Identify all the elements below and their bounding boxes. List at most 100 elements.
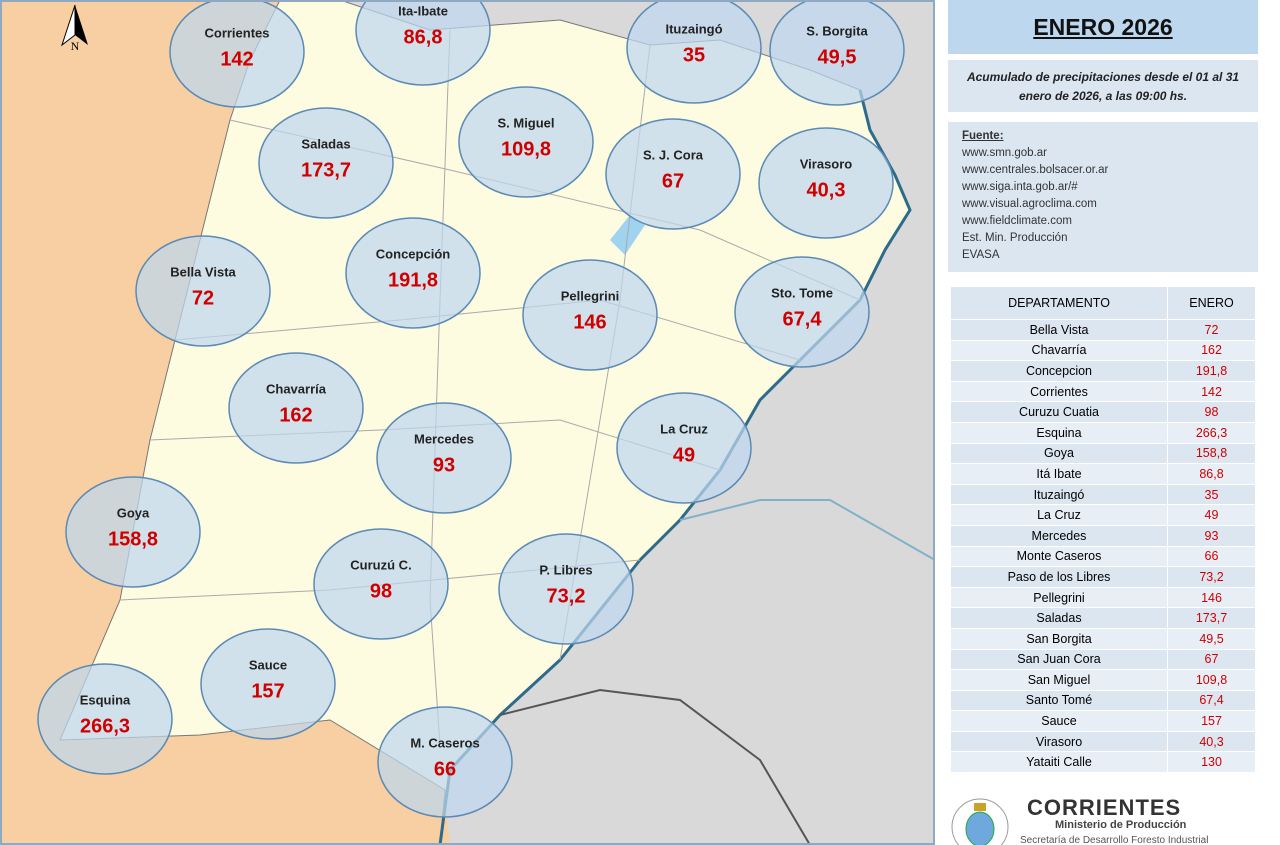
rainfall: 35 bbox=[1167, 483, 1256, 506]
table-row: Itá Ibate 86,8 bbox=[950, 463, 1256, 485]
station-value: 40,3 bbox=[807, 179, 846, 201]
station-name: Mercedes bbox=[414, 431, 474, 446]
department: Ituzaingó bbox=[950, 483, 1168, 506]
station-circle bbox=[498, 533, 634, 645]
source-item: EVASA bbox=[962, 249, 1000, 261]
station-name: Virasoro bbox=[800, 156, 853, 171]
rainfall: 109,8 bbox=[1167, 669, 1256, 691]
station-value: 66 bbox=[434, 758, 456, 780]
department: Saladas bbox=[950, 607, 1168, 629]
department: Mercedes bbox=[950, 524, 1168, 547]
station-circle bbox=[522, 259, 658, 371]
table-row: Bella Vista 72 bbox=[950, 319, 1256, 341]
compass-label: N bbox=[71, 39, 80, 53]
station-circle bbox=[258, 107, 394, 219]
compass bbox=[75, 5, 88, 45]
station-value: 67,4 bbox=[783, 308, 823, 330]
station-circle bbox=[458, 86, 594, 198]
source-item: www.siga.inta.gob.ar/# bbox=[962, 181, 1078, 193]
table-row: Esquina 266,3 bbox=[950, 421, 1256, 444]
table-row: Concepcion 191,8 bbox=[950, 360, 1256, 382]
station-value: 142 bbox=[220, 48, 253, 70]
table-row: Santo Tomé 67,4 bbox=[950, 689, 1256, 712]
river bbox=[438, 89, 912, 845]
rainfall: 162 bbox=[1167, 339, 1256, 362]
logo-subtitle: Ministerio de Producción bbox=[1055, 819, 1187, 831]
logo-title: CORRIENTES bbox=[1027, 795, 1182, 820]
table-row: San Miguel 109,8 bbox=[950, 669, 1256, 691]
table-row: Monte Caseros 66 bbox=[950, 545, 1256, 568]
department: Goya bbox=[950, 442, 1168, 465]
source-item: www.smn.gob.ar bbox=[962, 147, 1048, 159]
source-item: www.centrales.bolsacer.or.ar bbox=[962, 164, 1109, 176]
rainfall: 49 bbox=[1167, 504, 1256, 526]
table-row: Ituzaingó 35 bbox=[950, 483, 1256, 506]
station-circle bbox=[376, 402, 512, 514]
station-circle bbox=[135, 235, 271, 347]
logo: CORRIENTES Ministerio de Producción Secr… bbox=[945, 795, 1260, 845]
table-row: San Juan Cora 67 bbox=[950, 648, 1256, 671]
station-circle bbox=[65, 476, 201, 588]
department: San Juan Cora bbox=[950, 648, 1168, 671]
stations: Corrientes 142 Ita-Ibate 86,8 Ituzaingó 35 S. … bbox=[37, 0, 905, 818]
table-row: Goya 158,8 bbox=[950, 442, 1256, 465]
station-name: Corrientes bbox=[204, 25, 269, 40]
table-row: Saladas 173,7 bbox=[950, 607, 1256, 629]
rainfall: 98 bbox=[1167, 401, 1256, 423]
rainfall: 130 bbox=[1167, 751, 1256, 774]
station-value: 98 bbox=[370, 580, 392, 602]
frame bbox=[0, 0, 935, 845]
station-value: 49,5 bbox=[818, 46, 857, 68]
rainfall: 191,8 bbox=[1167, 360, 1256, 382]
rainfall: 49,5 bbox=[1167, 627, 1256, 650]
emblem bbox=[951, 798, 1009, 845]
department: Itá Ibate bbox=[950, 463, 1168, 485]
station-name: M. Caseros bbox=[410, 735, 479, 750]
rainfall: 73,2 bbox=[1167, 566, 1256, 588]
department: Bella Vista bbox=[950, 319, 1168, 341]
station-value: 157 bbox=[251, 680, 284, 702]
station-value: 35 bbox=[683, 44, 705, 66]
department: Pellegrini bbox=[950, 586, 1168, 609]
river bbox=[679, 499, 935, 561]
station-name: S. Borgita bbox=[806, 23, 868, 38]
table-row: Paso de los Libres 73,2 bbox=[950, 566, 1256, 588]
department: San Borgita bbox=[950, 627, 1168, 650]
station-circle bbox=[200, 628, 336, 740]
station-value: 109,8 bbox=[501, 138, 551, 160]
rainfall: 67 bbox=[1167, 648, 1256, 671]
station-name: Ita-Ibate bbox=[398, 3, 448, 18]
rainfall: 157 bbox=[1167, 710, 1256, 732]
station-value: 72 bbox=[192, 287, 214, 309]
station-name: S. Miguel bbox=[497, 115, 554, 130]
station-value: 173,7 bbox=[301, 159, 351, 181]
department: Esquina bbox=[950, 421, 1168, 444]
department: Santo Tomé bbox=[950, 689, 1168, 712]
station-name: S. J. Cora bbox=[643, 147, 704, 162]
map: N Corrientes 142 Ita-Ibate 86,8 Ituzaingó 35 S… bbox=[0, 0, 935, 845]
table-row: Corrientes 142 bbox=[950, 380, 1256, 403]
table-row: Chavarría 162 bbox=[950, 339, 1256, 362]
station-name: P. Libres bbox=[539, 562, 592, 577]
station-name: Chavarría bbox=[266, 381, 327, 396]
station-circle bbox=[313, 528, 449, 640]
title: ENERO 2026 bbox=[1033, 14, 1173, 40]
station-circle bbox=[345, 217, 481, 329]
rainfall: 146 bbox=[1167, 586, 1256, 609]
station-value: 266,3 bbox=[80, 715, 130, 737]
station-name: Ituzaingó bbox=[665, 21, 722, 36]
department: Yataiti Calle bbox=[950, 751, 1168, 774]
rainfall: 158,8 bbox=[1167, 442, 1256, 465]
department: Concepcion bbox=[950, 360, 1168, 382]
department: Corrientes bbox=[950, 380, 1168, 403]
station-value: 86,8 bbox=[404, 26, 443, 48]
station-name: Sauce bbox=[249, 657, 287, 672]
department: Chavarría bbox=[950, 339, 1168, 362]
table-row: Sauce 157 bbox=[950, 710, 1256, 732]
station-name: La Cruz bbox=[660, 421, 708, 436]
station-value: 67 bbox=[662, 170, 684, 192]
table-row: Virasoro 40,3 bbox=[950, 730, 1256, 753]
description: Acumulado de precipitaciones desde el 01… bbox=[948, 60, 1258, 112]
table-row: San Borgita 49,5 bbox=[950, 627, 1256, 650]
